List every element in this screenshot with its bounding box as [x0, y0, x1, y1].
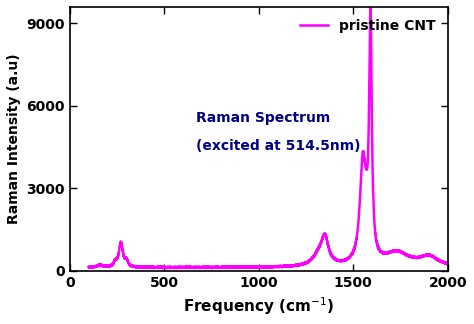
pristine CNT — [86, 265, 91, 269]
pristine CNT — [104, 265, 109, 269]
pristine CNT — [445, 261, 451, 265]
pristine CNT — [367, 0, 373, 3]
Line: pristine CNT: pristine CNT — [89, 1, 448, 268]
Legend: pristine CNT: pristine CNT — [294, 14, 441, 39]
Text: (excited at 514.5nm): (excited at 514.5nm) — [196, 139, 361, 153]
pristine CNT — [298, 262, 304, 266]
pristine CNT — [352, 245, 358, 249]
pristine CNT — [314, 249, 320, 253]
X-axis label: Frequency (cm$^{-1}$): Frequency (cm$^{-1}$) — [183, 295, 335, 317]
pristine CNT — [216, 265, 222, 269]
pristine CNT — [164, 266, 169, 270]
pristine CNT — [371, 216, 377, 220]
Text: Raman Spectrum: Raman Spectrum — [196, 111, 331, 125]
Y-axis label: Raman Intensity (a.u): Raman Intensity (a.u) — [7, 54, 21, 224]
